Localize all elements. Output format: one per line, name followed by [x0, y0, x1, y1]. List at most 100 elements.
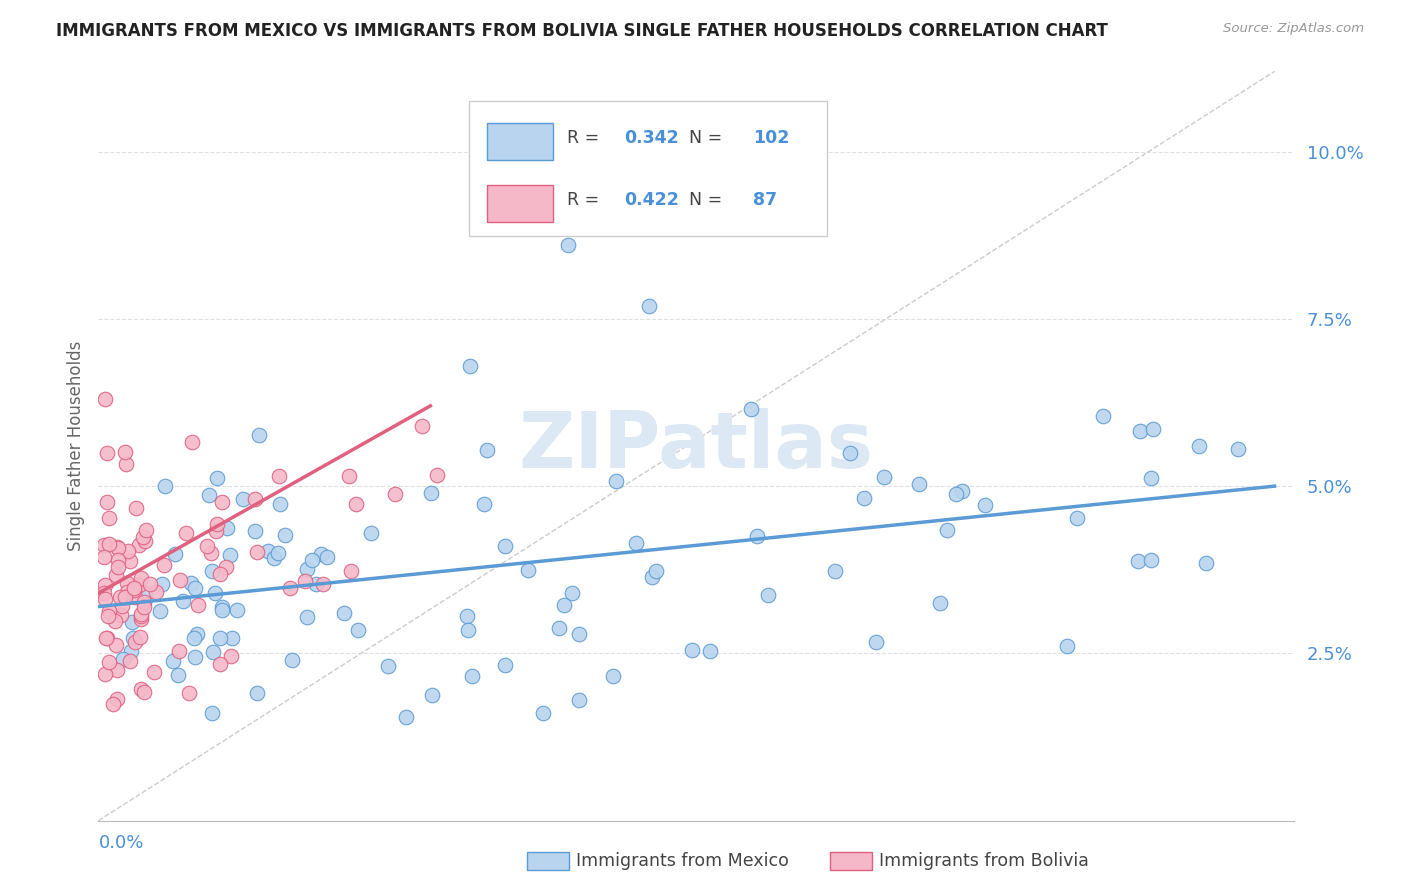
- Point: [105, 663, 128, 677]
- Point: [1140, 471, 1163, 485]
- Point: [139, 577, 162, 591]
- Point: [169, 573, 191, 587]
- Point: [200, 546, 222, 560]
- Point: [1142, 422, 1164, 436]
- Point: [124, 590, 146, 604]
- Point: [420, 688, 443, 702]
- Point: [377, 659, 399, 673]
- Text: Immigrants from Mexico: Immigrants from Mexico: [576, 852, 789, 870]
- Point: [153, 558, 176, 572]
- Point: [384, 487, 406, 501]
- Point: [128, 538, 150, 552]
- Point: [853, 491, 876, 505]
- Point: [101, 697, 124, 711]
- Point: [122, 631, 145, 645]
- Point: [1091, 409, 1114, 423]
- Point: [186, 627, 208, 641]
- Point: [295, 610, 318, 624]
- Point: [107, 553, 129, 567]
- Point: [208, 566, 231, 581]
- Text: R =: R =: [567, 128, 605, 146]
- Point: [166, 667, 188, 681]
- Point: [205, 524, 228, 538]
- Point: [211, 599, 233, 614]
- Point: [104, 615, 127, 629]
- Point: [295, 561, 318, 575]
- Point: [281, 653, 304, 667]
- Point: [936, 523, 959, 537]
- Point: [928, 596, 950, 610]
- Point: [129, 607, 152, 622]
- Point: [745, 529, 768, 543]
- Point: [605, 474, 627, 488]
- Point: [108, 590, 131, 604]
- Point: [1126, 554, 1149, 568]
- Point: [1066, 511, 1088, 525]
- Point: [494, 539, 516, 553]
- Point: [360, 526, 382, 541]
- Point: [121, 615, 143, 629]
- Point: [337, 468, 360, 483]
- Point: [107, 560, 129, 574]
- Point: [150, 577, 173, 591]
- Point: [114, 445, 136, 459]
- Point: [120, 654, 142, 668]
- Point: [553, 598, 575, 612]
- Point: [179, 686, 201, 700]
- Point: [315, 550, 337, 565]
- Point: [195, 539, 218, 553]
- Point: [93, 578, 115, 592]
- Point: [312, 577, 335, 591]
- Point: [114, 590, 136, 604]
- Point: [420, 486, 443, 500]
- Point: [568, 693, 591, 707]
- Text: N =: N =: [678, 128, 728, 146]
- Text: 0.342: 0.342: [624, 128, 679, 146]
- Point: [246, 686, 269, 700]
- Point: [93, 538, 115, 552]
- Point: [209, 657, 232, 671]
- Point: [128, 578, 150, 592]
- Point: [202, 645, 225, 659]
- Point: [247, 428, 270, 442]
- Point: [105, 540, 128, 554]
- Point: [824, 564, 846, 578]
- Point: [243, 524, 266, 539]
- Point: [344, 497, 367, 511]
- Point: [1188, 439, 1211, 453]
- Point: [198, 488, 221, 502]
- Point: [98, 537, 121, 551]
- Point: [120, 554, 142, 568]
- Text: 0.422: 0.422: [624, 191, 679, 209]
- Point: [115, 457, 138, 471]
- Point: [96, 495, 118, 509]
- Point: [134, 534, 156, 549]
- Point: [637, 298, 659, 313]
- Point: [107, 541, 129, 555]
- Point: [163, 547, 186, 561]
- Point: [132, 599, 155, 614]
- Point: [865, 634, 887, 648]
- Point: [111, 652, 134, 666]
- Point: [557, 238, 579, 252]
- Point: [180, 435, 202, 450]
- Point: [129, 608, 152, 623]
- Point: [134, 595, 156, 609]
- Point: [93, 392, 115, 407]
- Point: [134, 685, 156, 699]
- Text: 87: 87: [754, 191, 778, 209]
- Point: [204, 586, 226, 600]
- Point: [246, 545, 269, 559]
- FancyBboxPatch shape: [486, 185, 553, 222]
- Point: [952, 484, 974, 499]
- Point: [172, 593, 194, 607]
- Point: [699, 644, 721, 658]
- Point: [205, 516, 228, 531]
- Point: [395, 710, 418, 724]
- Point: [211, 495, 233, 509]
- Point: [93, 585, 115, 599]
- Text: R =: R =: [567, 191, 605, 209]
- Point: [456, 609, 478, 624]
- Point: [426, 467, 449, 482]
- Point: [232, 491, 254, 506]
